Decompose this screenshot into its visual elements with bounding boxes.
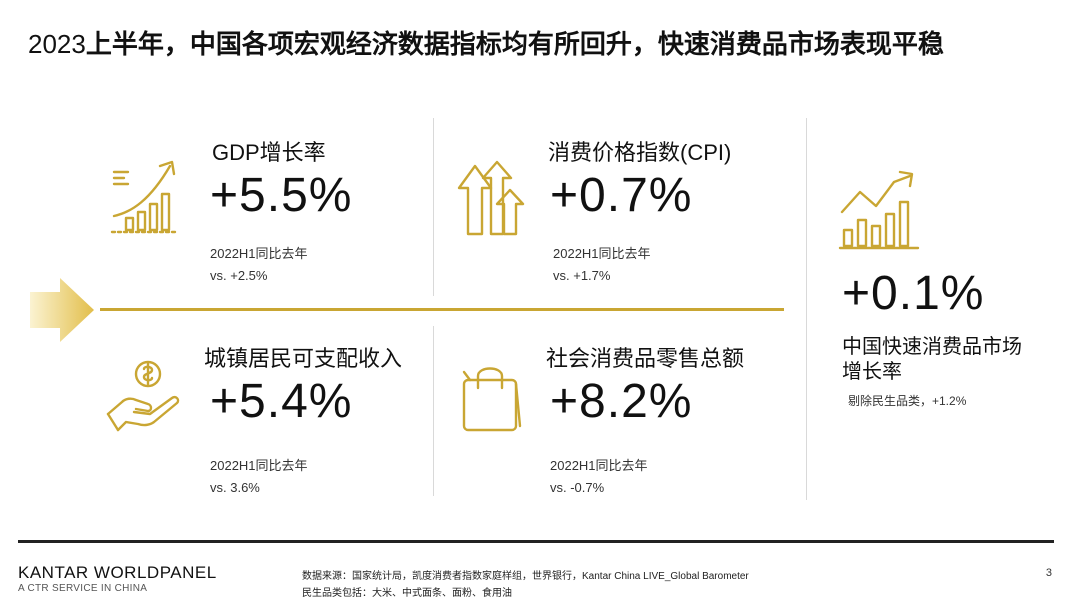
retail-comparison-period: 2022H1同比去年: [550, 458, 648, 473]
cpi-label: 消费价格指数(CPI): [548, 140, 732, 165]
retail-label: 社会消费品零售总额: [546, 346, 745, 371]
shopping-bag-icon: [460, 364, 524, 434]
income-comparison-value: vs. 3.6%: [210, 480, 260, 495]
growth-chart-icon: [110, 160, 182, 236]
hand-coin-icon: [104, 356, 184, 436]
arrow-marker-icon: [30, 278, 96, 347]
income-label: 城镇居民可支配收入: [204, 346, 403, 371]
retail-comparison-value: vs. -0.7%: [550, 480, 605, 495]
fmcg-label-line1: 中国快速消费品市场: [842, 336, 1022, 358]
page-number: 3: [1045, 567, 1052, 579]
title-text: 上半年，中国各项宏观经济数据指标均有所回升，快速消费品市场表现平稳: [85, 29, 944, 59]
market-growth-icon: [838, 168, 922, 250]
retail-value: +8.2%: [550, 375, 693, 428]
gdp-value: +5.5%: [210, 169, 353, 222]
up-arrows-icon: [455, 158, 527, 238]
brand-logo: KANTAR WORLDPANEL: [18, 563, 217, 582]
gdp-label: GDP增长率: [212, 140, 326, 165]
divider-vertical-right: [806, 118, 807, 500]
income-value: +5.4%: [210, 375, 353, 428]
fmcg-note: 剔除民生品类，+1.2%: [848, 394, 967, 408]
title-year: 2023: [28, 29, 86, 59]
fmcg-value: +0.1%: [842, 267, 985, 320]
income-comparison-period: 2022H1同比去年: [210, 458, 308, 473]
page-title: 2023上半年，中国各项宏观经济数据指标均有所回升，快速消费品市场表现平稳: [28, 24, 944, 61]
cpi-comparison-period: 2022H1同比去年: [553, 246, 651, 261]
timeline-divider: [100, 308, 784, 311]
fmcg-label-line2: 增长率: [842, 361, 902, 383]
cpi-value: +0.7%: [550, 169, 693, 222]
divider-vertical-bottom: [433, 326, 434, 496]
footer-rule: [18, 540, 1054, 543]
gdp-comparison-period: 2022H1同比去年: [210, 246, 308, 261]
source-note: 数据来源：国家统计局，凯度消费者指数家庭样组，世界银行，Kantar China…: [302, 571, 749, 582]
divider-vertical-top: [433, 118, 434, 296]
brand-tagline: A CTR SERVICE IN CHINA: [18, 583, 148, 594]
gdp-comparison-value: vs. +2.5%: [210, 268, 268, 283]
category-note: 民生品类包括：大米、中式面条、面粉、食用油: [302, 588, 512, 599]
cpi-comparison-value: vs. +1.7%: [553, 268, 611, 283]
